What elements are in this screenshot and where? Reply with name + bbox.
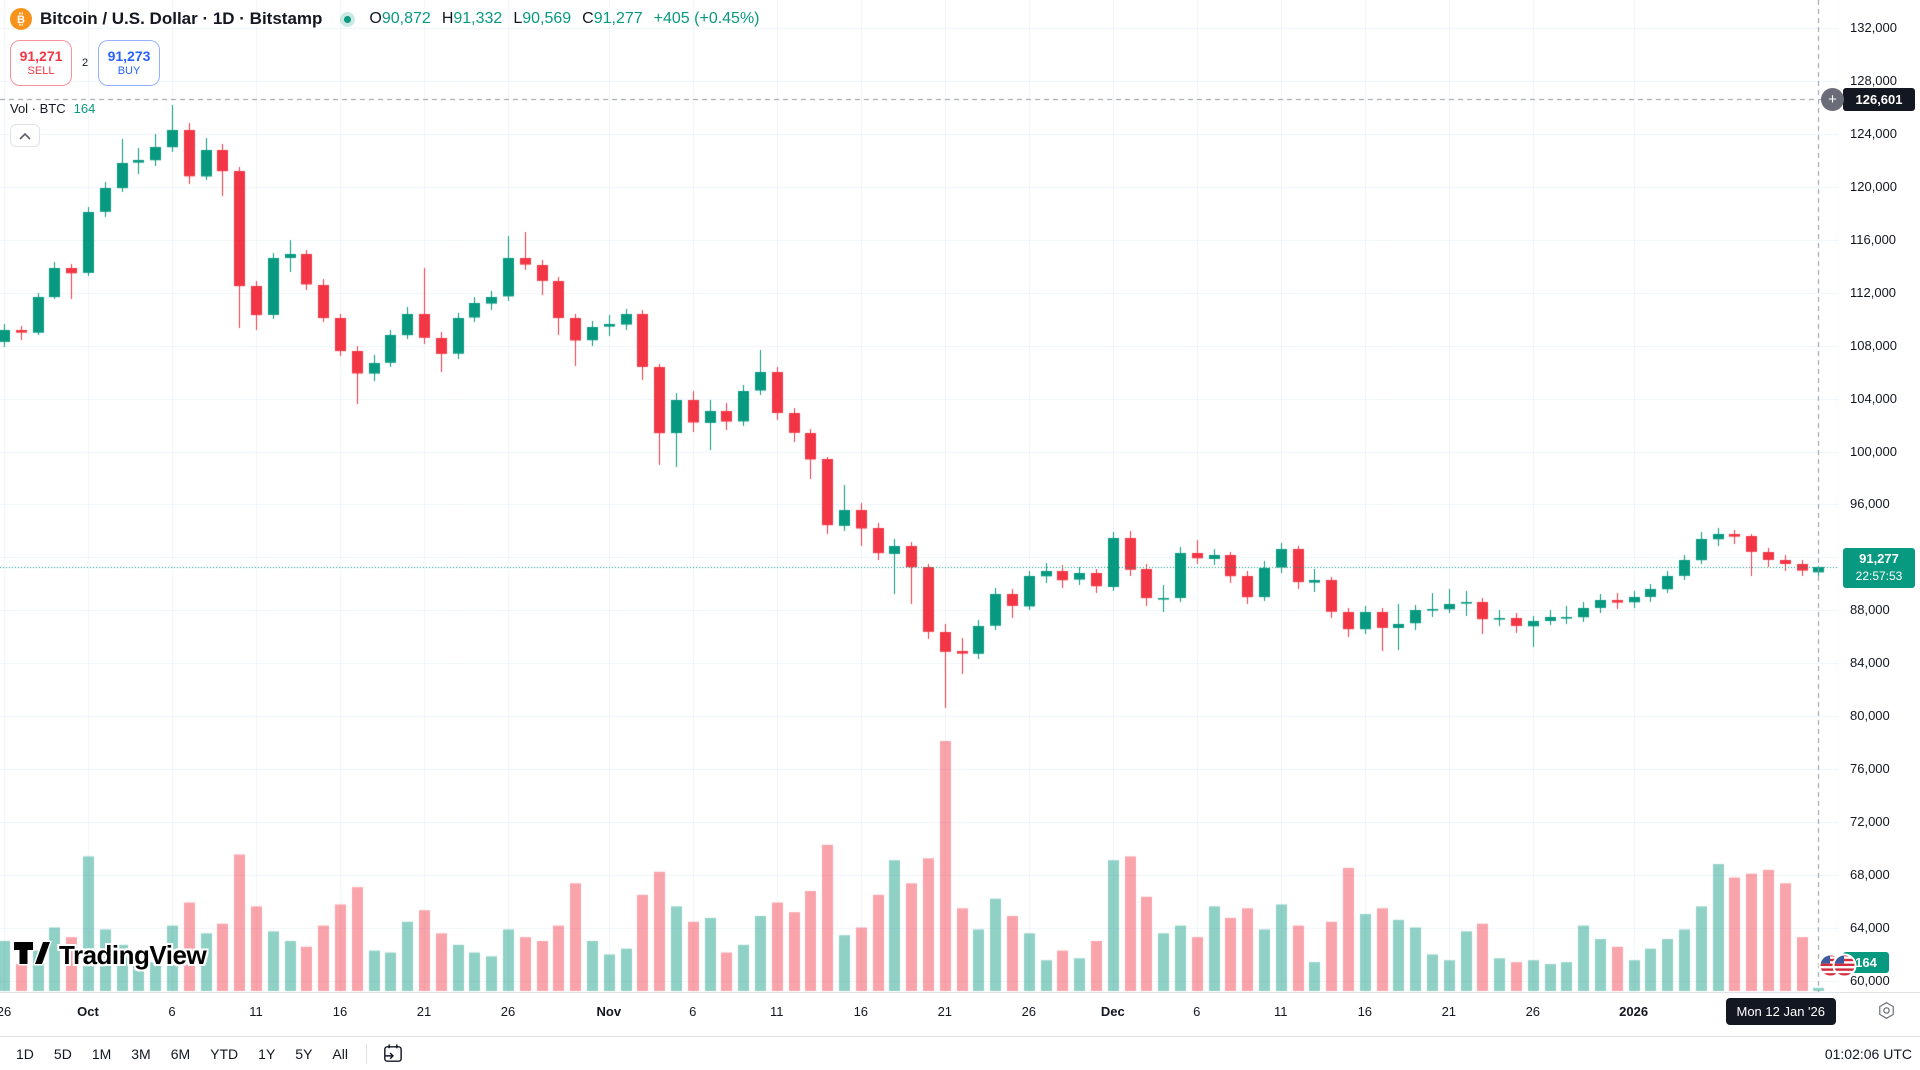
ohlc-open-value: 90,872 [381, 10, 431, 27]
bottom-toolbar: 1D 5D 1M 3M 6M YTD 1Y 5Y All 01:02:06 UT… [0, 1036, 1920, 1070]
tradingview-logo-text: TradingView [59, 940, 207, 970]
price-axis-label: 112,000 [1850, 284, 1897, 300]
ohlc-high-value: 91,332 [453, 10, 503, 27]
range-all[interactable]: All [332, 1045, 348, 1062]
time-axis-label: 11 [770, 1004, 784, 1019]
chevron-up-icon [19, 128, 31, 143]
bitcoin-icon: B [10, 8, 32, 30]
time-axis-label: 2026 [1619, 1004, 1649, 1019]
toolbar-divider [365, 1043, 367, 1064]
time-axis-label: 6 [1193, 1004, 1201, 1019]
ohlc-high-label: H [441, 10, 454, 27]
ohlc-row: O90,872 H91,332 L90,569 C91,277 +405 (+0… [369, 10, 770, 28]
price-axis-label: 96,000 [1850, 496, 1890, 512]
price-axis-label: 124,000 [1850, 125, 1897, 141]
tradingview-logo[interactable]: TradingView [12, 938, 207, 973]
time-axis-label: Oct [77, 1004, 99, 1019]
range-ytd[interactable]: YTD [210, 1045, 239, 1062]
price-axis-label: 120,000 [1850, 178, 1897, 194]
sell-button[interactable]: 91,271 SELL [10, 40, 72, 86]
price-axis-label: 108,000 [1850, 337, 1897, 353]
price-axis-label: 88,000 [1850, 602, 1890, 618]
ohlc-change-value: +405 (+0.45%) [653, 10, 760, 27]
price-axis-label: 76,000 [1850, 761, 1890, 777]
crosshair-plus-icon[interactable]: + [1821, 87, 1844, 111]
chart-legend: B Bitcoin / U.S. Dollar · 1D · Bitstamp … [10, 6, 771, 147]
time-axis-label: 21 [1441, 1004, 1457, 1019]
price-axis-label: 116,000 [1850, 231, 1897, 247]
sell-price: 91,271 [19, 48, 63, 64]
ohlc-low-value: 90,569 [522, 10, 572, 27]
crosshair-price-badge: 126,601 [1843, 87, 1915, 111]
time-axis-label: 11 [1274, 1004, 1288, 1019]
price-axis-label: 68,000 [1850, 867, 1890, 883]
buy-price: 91,273 [107, 48, 151, 64]
tradingview-logo-icon [12, 938, 52, 973]
time-axis-label: 16 [332, 1004, 348, 1019]
range-6m[interactable]: 6M [170, 1045, 191, 1062]
bar-countdown: 22:57:53 [1855, 568, 1903, 583]
range-5d[interactable]: 5D [53, 1045, 72, 1062]
spread-value: 2 [81, 57, 89, 69]
time-axis-label: 26 [1021, 1004, 1037, 1019]
go-to-date-icon[interactable] [375, 1042, 410, 1065]
time-axis-label: 16 [1357, 1004, 1373, 1019]
time-axis-label: 21 [416, 1004, 432, 1019]
ohlc-open-label: O [369, 10, 382, 27]
volume-indicator-value: 164 [73, 100, 96, 116]
time-axis-label: 6 [689, 1004, 697, 1019]
range-1y[interactable]: 1Y [258, 1045, 276, 1062]
time-axis[interactable]: Mon 12 Jan '26 26 Oct 6 11 16 21 26 Nov 6 11 16 21 2… [0, 992, 1920, 1037]
price-axis-label: 132,000 [1850, 20, 1897, 35]
price-axis-label: 128,000 [1850, 72, 1897, 88]
symbol-title[interactable]: Bitcoin / U.S. Dollar · 1D · Bitstamp [40, 9, 323, 28]
buy-label: BUY [117, 65, 141, 77]
time-axis-label: 26 [500, 1004, 516, 1019]
svg-text:B: B [17, 14, 25, 26]
range-1m[interactable]: 1M [91, 1045, 112, 1062]
crosshair-date-tooltip: Mon 12 Jan '26 [1725, 998, 1836, 1025]
price-axis[interactable]: + 126,601 91,277 22:57:53 [1818, 0, 1920, 992]
time-axis-label: 26 [0, 1004, 12, 1019]
volume-indicator-label: Vol · BTC [10, 100, 66, 116]
buy-button[interactable]: 91,273 BUY [98, 40, 160, 86]
price-axis-label: 104,000 [1850, 390, 1897, 406]
range-5y[interactable]: 5Y [295, 1045, 313, 1062]
sell-label: SELL [27, 65, 55, 77]
current-price-badge: 91,277 22:57:53 [1843, 547, 1915, 588]
ohlc-close-label: C [582, 10, 594, 27]
clock-utc[interactable]: 01:02:06 UTC [1824, 1045, 1912, 1062]
time-axis-label: 26 [1525, 1004, 1541, 1019]
ohlc-low-label: L [513, 10, 523, 27]
price-axis-label: 84,000 [1850, 655, 1890, 671]
range-1d[interactable]: 1D [16, 1045, 34, 1062]
time-axis-label: Nov [596, 1004, 622, 1019]
range-3m[interactable]: 3M [131, 1045, 151, 1062]
ohlc-close-value: 91,277 [593, 10, 643, 27]
time-axis-label: 6 [168, 1004, 176, 1019]
price-axis-label: 72,000 [1850, 814, 1890, 830]
time-axis-label: 11 [249, 1004, 263, 1019]
price-axis-label: 100,000 [1850, 443, 1897, 459]
us-flag-icon [1832, 953, 1857, 983]
current-price-value: 91,277 [1859, 550, 1899, 566]
price-axis-label: 80,000 [1850, 708, 1890, 724]
price-axis-label: 64,000 [1850, 920, 1890, 935]
timezone-settings-gear-icon[interactable] [1877, 1001, 1896, 1023]
price-axis-label: 60,000 [1850, 972, 1890, 988]
collapse-legend-button[interactable] [10, 124, 40, 147]
time-axis-label: 16 [853, 1004, 869, 1019]
time-axis-label: 21 [937, 1004, 953, 1019]
time-axis-label: Dec [1100, 1004, 1125, 1019]
market-status-dot[interactable] [340, 11, 356, 27]
